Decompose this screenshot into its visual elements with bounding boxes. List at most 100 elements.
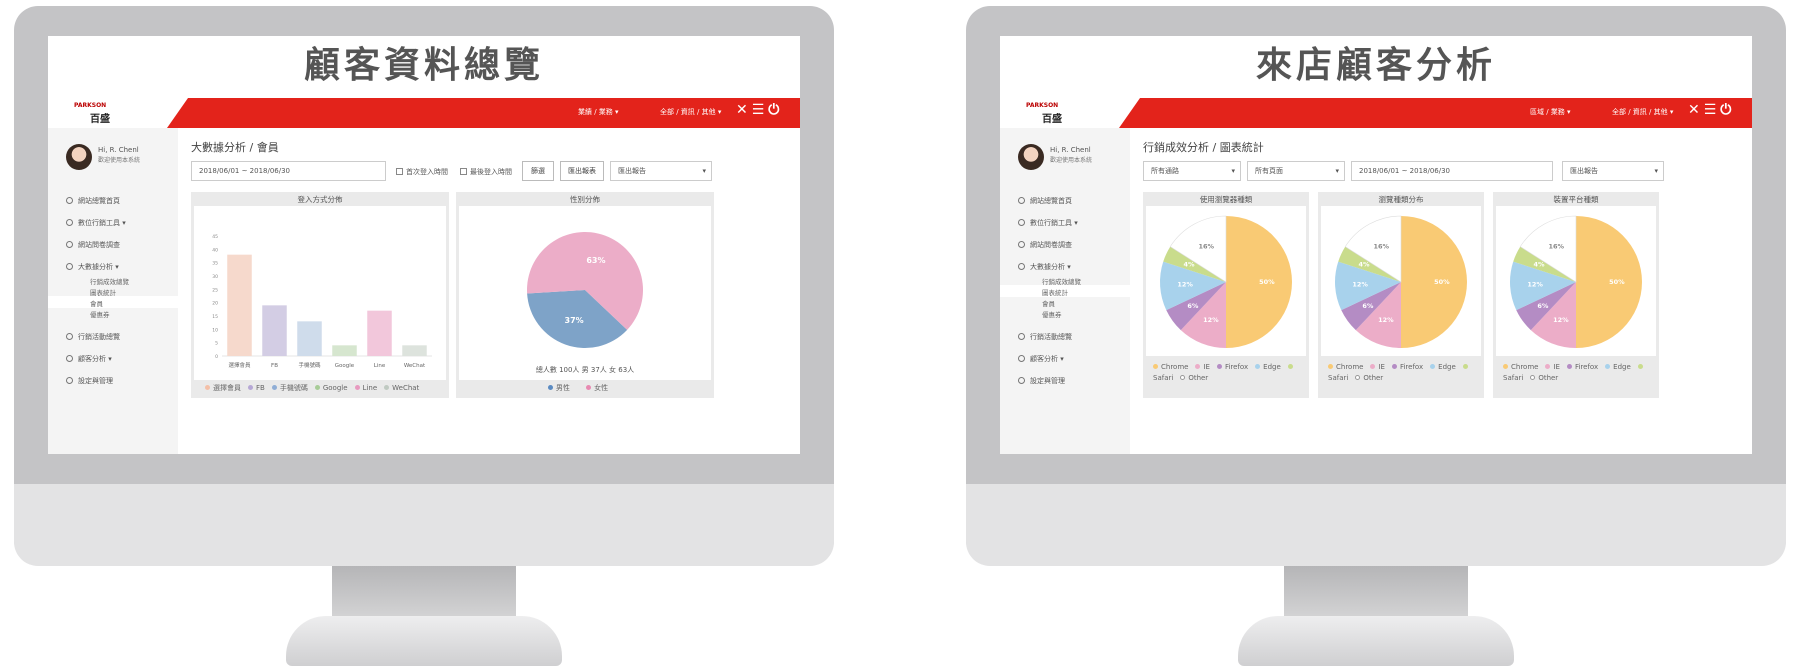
sidebar bbox=[48, 128, 178, 454]
screen-right: 來店顧客分析 PARKSON 百盛 區域 / 業務 ▾ 全部 / 資訊 / 其他… bbox=[1000, 36, 1752, 454]
user-info: Hi, R. Chenl 歡迎使用本系統 bbox=[66, 144, 140, 170]
logo[interactable]: 百盛 bbox=[90, 114, 110, 125]
menu-icon[interactable]: ☰ bbox=[751, 102, 769, 118]
export-report-button[interactable]: 匯出報表 bbox=[560, 161, 604, 181]
sidebar-item-home[interactable]: 網站總覽首頁 bbox=[66, 196, 120, 206]
legend-item: Chrome bbox=[1503, 363, 1538, 371]
legend-swatch bbox=[1391, 364, 1397, 369]
subnav-item[interactable]: 行銷成效總覽 bbox=[1042, 278, 1081, 286]
avatar[interactable] bbox=[1018, 144, 1044, 170]
subnav-item-active[interactable]: 圖表統計 bbox=[1042, 289, 1068, 297]
monitor-base bbox=[286, 616, 562, 666]
legend-swatch bbox=[1637, 364, 1643, 369]
logout-icon[interactable]: ⏻ bbox=[768, 102, 784, 118]
close-icon[interactable]: ✕ bbox=[736, 102, 752, 118]
sidebar-item-campaigns[interactable]: 行銷活動總覽 bbox=[66, 332, 120, 342]
y-tick-label: 40 bbox=[212, 247, 218, 253]
pie-slice bbox=[1341, 282, 1401, 331]
filter-button[interactable]: 篩選 bbox=[522, 161, 554, 181]
bar-chart-panel: 登入方式分佈 0 5 10 15 20 25 30 35 40 45 選擇會員 FB 手機號碼 Googl… bbox=[191, 192, 449, 398]
y-tick-label: 25 bbox=[212, 287, 218, 293]
subnav-item[interactable]: 優惠券 bbox=[1042, 311, 1062, 319]
device-pie-panel: 裝置平台種類 50% 12% 6% 12% 4% 16% Chrome IE Firefox E… bbox=[1493, 192, 1659, 398]
panel-title: 使用瀏覽器種類 bbox=[1199, 195, 1253, 204]
slice-label: 4% bbox=[1358, 261, 1370, 269]
legend-item: Other bbox=[1530, 374, 1558, 382]
sidebar-item-customers[interactable]: 顧客分析 ▾ bbox=[1018, 354, 1064, 364]
page-select[interactable]: 所有頁面 ▾ bbox=[1247, 161, 1345, 181]
subnav-item[interactable]: 會員 bbox=[1042, 300, 1055, 308]
legend-item: Chrome bbox=[1153, 363, 1188, 371]
browser-legend: Chrome IE Firefox EdgeSafari Other bbox=[1328, 362, 1478, 384]
sidebar-item-survey[interactable]: 網站問卷調查 bbox=[1018, 240, 1072, 250]
legend-item: Other bbox=[1180, 374, 1208, 382]
topmenu-language[interactable]: 全部 / 資訊 / 其他 ▾ bbox=[1612, 108, 1674, 116]
legend-swatch bbox=[1503, 364, 1508, 369]
legend-swatch bbox=[1530, 375, 1536, 380]
legend-swatch bbox=[248, 385, 253, 390]
sidebar-item-survey[interactable]: 網站問卷調查 bbox=[66, 240, 120, 250]
pie-slice bbox=[1355, 282, 1401, 348]
logo[interactable]: 百盛 bbox=[1042, 114, 1062, 125]
subnav-item[interactable]: 圖表統計 bbox=[90, 289, 116, 297]
export-select[interactable]: 匯出報告 ▾ bbox=[1562, 161, 1664, 181]
topmenu-region[interactable]: 區域 / 業務 ▾ bbox=[1530, 108, 1571, 116]
logout-icon[interactable]: ⏻ bbox=[1720, 102, 1736, 118]
sidebar-item-campaigns[interactable]: 行銷活動總覽 bbox=[1018, 332, 1072, 342]
sidebar-item-home[interactable]: 網站總覽首頁 bbox=[1018, 196, 1072, 206]
legend-item: Google bbox=[314, 384, 348, 392]
bar bbox=[402, 345, 427, 356]
user-name: Hi, R. Chenl bbox=[98, 146, 139, 154]
legend-swatch bbox=[1195, 364, 1201, 369]
sidebar-item-bigdata[interactable]: 大數據分析 ▾ bbox=[1018, 262, 1071, 272]
menu-icon[interactable]: ☰ bbox=[1703, 102, 1721, 118]
channel-select[interactable]: 所有通路 ▾ bbox=[1143, 161, 1241, 181]
slice-label: 16% bbox=[1374, 242, 1390, 250]
sidebar-item-customers[interactable]: 顧客分析 ▾ bbox=[66, 354, 112, 364]
subnav-highlight bbox=[1000, 285, 1130, 297]
y-tick-label: 20 bbox=[212, 301, 218, 307]
legend-swatch bbox=[205, 385, 210, 390]
subnav-item-active[interactable]: 會員 bbox=[90, 300, 103, 308]
pie-summary: 總人數 100人 男 37人 女 63人 bbox=[536, 365, 634, 374]
pie-slice bbox=[1510, 261, 1576, 311]
chevron-down-icon: ▾ bbox=[1654, 167, 1658, 175]
legend-item: Edge bbox=[1255, 363, 1281, 371]
date-range-input[interactable]: 2018/06/01 ~ 2018/06/30 bbox=[191, 161, 386, 181]
sidebar-item-settings[interactable]: 設定與管理 bbox=[66, 376, 113, 386]
pie-slice bbox=[1160, 261, 1226, 311]
first-login-checkbox[interactable]: 首次登入時間 bbox=[396, 167, 448, 177]
last-login-checkbox[interactable]: 最後登入時間 bbox=[460, 167, 512, 177]
y-tick-label: 5 bbox=[215, 341, 218, 347]
subnav-highlight bbox=[48, 296, 178, 308]
legend-swatch bbox=[314, 385, 320, 390]
sidebar-item-marketing-tools[interactable]: 數位行銷工具 ▾ bbox=[1018, 218, 1078, 228]
topmenu-language[interactable]: 全部 / 資訊 / 其他 ▾ bbox=[660, 108, 722, 116]
pie-slice bbox=[1513, 246, 1576, 282]
subnav-item[interactable]: 行銷成效總覽 bbox=[90, 278, 129, 286]
sidebar-item-bigdata[interactable]: 大數據分析 ▾ bbox=[66, 262, 119, 272]
legend-item: Safari bbox=[1328, 363, 1471, 382]
topmenu-region[interactable]: 業績 / 業務 ▾ bbox=[578, 108, 619, 116]
legend-swatch bbox=[547, 385, 553, 390]
subnav-item[interactable]: 優惠券 bbox=[90, 311, 110, 319]
pie-slice bbox=[1576, 216, 1642, 348]
screen-title: 顧客資料總覽 bbox=[48, 36, 800, 96]
pie-slice bbox=[1166, 282, 1226, 331]
page-title: 行銷成效分析 / 圖表統計 bbox=[1143, 141, 1264, 154]
sidebar-item-settings[interactable]: 設定與管理 bbox=[1018, 376, 1065, 386]
date-range-input[interactable]: 2018/06/01 ~ 2018/06/30 bbox=[1351, 161, 1553, 181]
sidebar-item-marketing-tools[interactable]: 數位行銷工具 ▾ bbox=[66, 218, 126, 228]
circle-icon bbox=[1018, 263, 1025, 270]
export-select[interactable]: 匯出報告 ▾ bbox=[610, 161, 712, 181]
monitor-chin bbox=[14, 484, 834, 566]
close-icon[interactable]: ✕ bbox=[1688, 102, 1704, 118]
legend-item: 女性 bbox=[586, 384, 615, 392]
legend-swatch bbox=[1255, 364, 1261, 369]
legend-swatch bbox=[384, 385, 390, 390]
bar-chart: 0 5 10 15 20 25 30 35 40 45 選擇會員 FB 手機號碼 Google Line We… bbox=[212, 234, 432, 369]
slice-label: 4% bbox=[1183, 261, 1195, 269]
legend-item: Chrome bbox=[1328, 363, 1363, 371]
avatar[interactable] bbox=[66, 144, 92, 170]
circle-icon bbox=[66, 377, 73, 384]
